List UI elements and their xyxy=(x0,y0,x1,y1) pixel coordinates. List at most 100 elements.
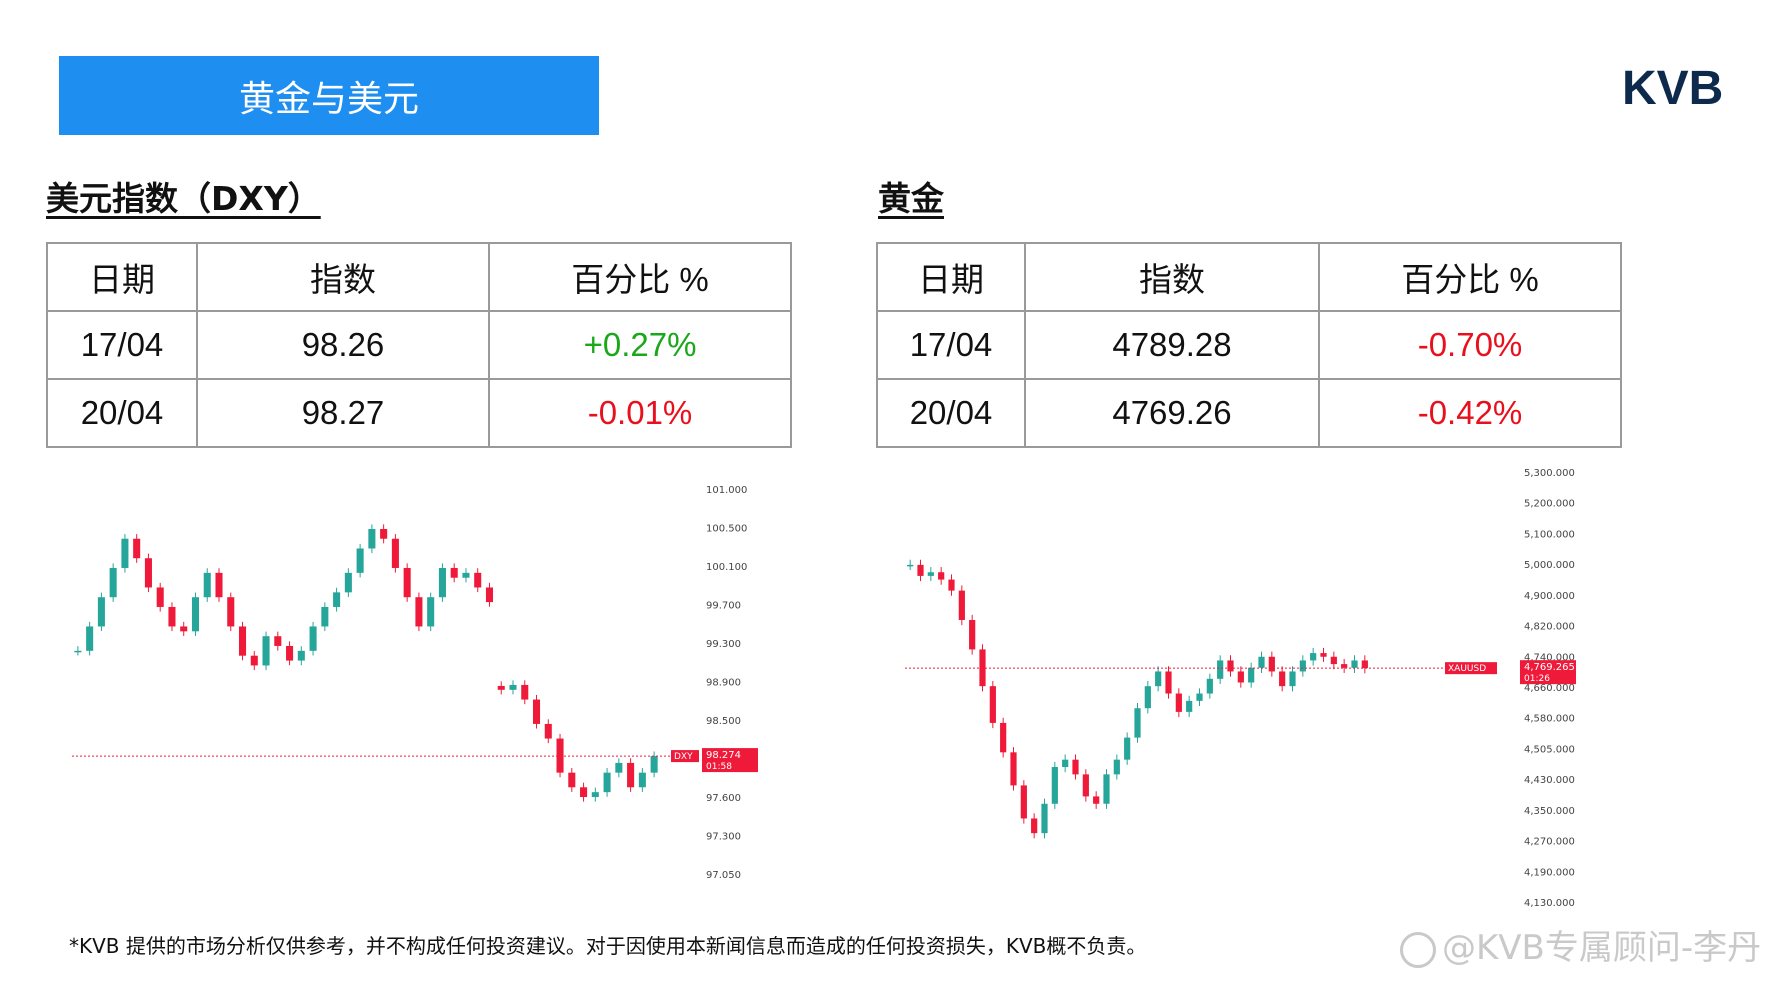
candle xyxy=(509,684,517,690)
table-row: 20/04 98.27 -0.01% xyxy=(46,378,792,448)
candle xyxy=(1062,759,1069,768)
table-row: 17/04 4789.28 -0.70% xyxy=(876,310,1622,380)
candle xyxy=(144,558,152,588)
candle xyxy=(989,686,996,723)
candle xyxy=(1175,693,1182,712)
candle xyxy=(74,650,82,653)
candle xyxy=(1134,708,1141,738)
y-tick-label: 98.900 xyxy=(706,678,741,689)
candle xyxy=(1051,767,1058,804)
candle xyxy=(427,597,435,627)
candle xyxy=(927,572,934,576)
candle xyxy=(615,762,623,773)
candle xyxy=(1196,693,1203,701)
candle xyxy=(1165,671,1172,694)
y-tick-label: 101.000 xyxy=(706,485,747,496)
row-date: 20/04 xyxy=(876,378,1026,448)
disclaimer-text: *KVB 提供的市场分析仅供参考，并不构成任何投资建议。对于因使用本新闻信息而造… xyxy=(69,934,1147,958)
candle xyxy=(1093,796,1100,804)
candle xyxy=(568,772,576,788)
candle xyxy=(1237,671,1244,683)
y-tick-label: 5,200.000 xyxy=(1524,499,1575,510)
candle xyxy=(1217,660,1224,679)
candle xyxy=(438,567,446,598)
row-date: 17/04 xyxy=(876,310,1026,380)
candle xyxy=(938,572,945,580)
candle xyxy=(485,587,494,603)
countdown-label: 01:26 xyxy=(1524,674,1550,684)
countdown-label: 01:58 xyxy=(706,762,732,772)
y-tick-label: 5,000.000 xyxy=(1524,560,1575,571)
candle xyxy=(1227,660,1234,672)
candle xyxy=(1248,667,1255,683)
candle xyxy=(532,699,541,724)
dxy-section-title: 美元指数（DXY） xyxy=(46,179,321,218)
candle xyxy=(1144,686,1151,709)
row-percent: -0.42% xyxy=(1318,378,1622,448)
candle xyxy=(948,579,955,591)
header-percent: 百分比 % xyxy=(488,242,792,312)
symbol-tag xyxy=(1445,662,1497,675)
candle xyxy=(627,762,635,788)
header-index: 指数 xyxy=(196,242,490,312)
gold-table: 日期 指数 百分比 % 17/04 4789.28 -0.70% 20/04 4… xyxy=(876,242,1622,448)
candle xyxy=(156,587,164,607)
candle xyxy=(1320,653,1327,657)
candle xyxy=(1289,671,1296,687)
candle xyxy=(907,564,914,567)
candle xyxy=(969,620,976,650)
candle xyxy=(133,538,141,559)
candle xyxy=(1031,818,1038,834)
candle xyxy=(250,655,258,666)
y-tick-label: 99.700 xyxy=(706,601,741,612)
y-tick-label: 5,300.000 xyxy=(1524,468,1575,479)
candle xyxy=(1206,678,1213,694)
y-tick-label: 97.050 xyxy=(706,870,741,881)
candle xyxy=(958,590,965,621)
price-tag xyxy=(702,748,758,773)
candle xyxy=(203,572,211,598)
candle xyxy=(1124,737,1131,760)
candle xyxy=(344,572,352,593)
y-tick-label: 4,350.000 xyxy=(1524,806,1575,817)
candle xyxy=(1103,774,1110,804)
table-row: 20/04 4769.26 -0.42% xyxy=(876,378,1622,448)
header-date: 日期 xyxy=(876,242,1026,312)
kvb-logo: KVB xyxy=(1622,62,1723,110)
y-tick-label: 4,740.000 xyxy=(1524,652,1575,663)
candle xyxy=(215,572,223,598)
logo-text: KVB xyxy=(1622,62,1723,110)
candle xyxy=(262,636,270,666)
candle xyxy=(368,528,376,549)
candle xyxy=(917,564,924,576)
y-tick-label: 99.300 xyxy=(706,639,741,650)
candle xyxy=(1268,656,1275,672)
candle xyxy=(191,597,200,632)
candle xyxy=(1310,653,1317,661)
candle xyxy=(638,772,646,788)
header-index: 指数 xyxy=(1024,242,1320,312)
y-tick-label: 100.100 xyxy=(706,562,747,573)
y-tick-label: 4,580.000 xyxy=(1524,714,1575,725)
candle xyxy=(474,572,482,588)
table-row: 17/04 98.26 +0.27% xyxy=(46,310,792,380)
y-tick-label: 4,190.000 xyxy=(1524,867,1575,878)
gold-section-title: 黄金 xyxy=(878,179,944,218)
candle xyxy=(1299,660,1306,672)
candle xyxy=(380,528,388,539)
section-banner: 黄金与美元 xyxy=(59,56,599,135)
candle xyxy=(544,723,552,739)
header-percent: 百分比 % xyxy=(1318,242,1622,312)
y-tick-label: 5,100.000 xyxy=(1524,529,1575,540)
candle xyxy=(333,592,341,607)
candle xyxy=(238,626,247,656)
candle xyxy=(121,538,129,568)
dxy-table: 日期 指数 百分比 % 17/04 98.26 +0.27% 20/04 98.… xyxy=(46,242,792,448)
candle xyxy=(356,548,364,573)
candle xyxy=(403,567,411,598)
symbol-label: DXY xyxy=(674,752,693,762)
candle xyxy=(1113,759,1120,775)
row-value: 4769.26 xyxy=(1024,378,1320,448)
candle xyxy=(1155,671,1162,687)
gold-candlestick-chart: 5,300.000 5,200.000 5,100.000 5,000.000 4,90… xyxy=(905,468,1576,909)
